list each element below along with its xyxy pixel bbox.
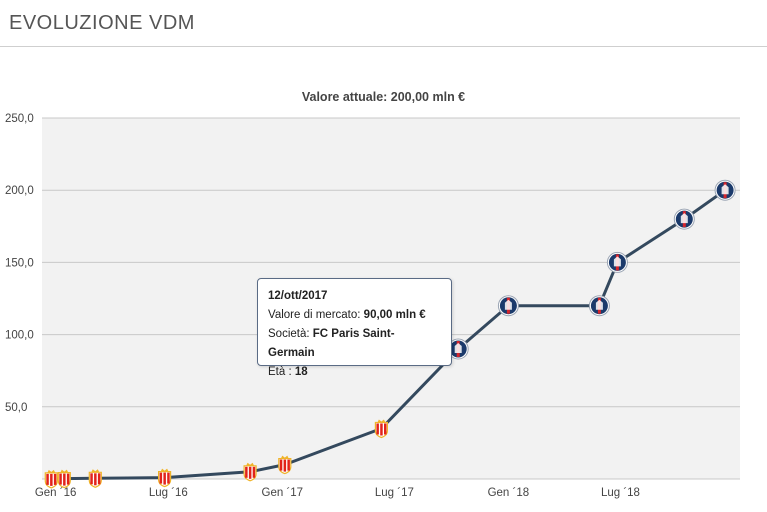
monaco-crest-icon	[243, 462, 257, 482]
psg-crest-icon	[497, 295, 519, 317]
tooltip-age: 18	[294, 366, 308, 378]
tooltip-age-label: Età :	[268, 366, 292, 378]
monaco-crest-icon	[44, 469, 58, 489]
tooltip-value-label: Valore di mercato:	[268, 309, 361, 321]
psg-crest-icon	[588, 295, 610, 317]
tooltip-value-row: Valore di mercato: 90,00 mln €	[268, 306, 441, 325]
y-tick-label: 200,0	[5, 185, 34, 197]
x-tick-label: Lug ´16	[149, 487, 188, 499]
psg-crest-icon	[714, 179, 736, 201]
y-tick-label: 50,0	[5, 402, 27, 414]
monaco-crest-icon	[57, 469, 71, 489]
monaco-crest-icon	[278, 455, 292, 475]
monaco-crest-icon	[158, 468, 172, 488]
y-tick-label: 150,0	[5, 257, 34, 269]
chart-title: Valore attuale: 200,00 mln €	[301, 90, 466, 104]
monaco-crest-icon	[374, 419, 388, 439]
y-tick-label: 100,0	[5, 330, 34, 342]
tooltip-age-row: Età : 18	[268, 363, 441, 382]
psg-crest-icon	[606, 251, 628, 273]
tooltip-club: FC Paris Saint-Germain	[268, 328, 395, 359]
x-tick-label: Lug ´17	[375, 487, 414, 499]
tooltip-value: 90,00 mln €	[363, 309, 426, 321]
y-tick-label: 250,0	[5, 113, 34, 125]
x-tick-label: Gen ´17	[262, 487, 304, 499]
page-header: EVOLUZIONE VDM	[0, 0, 767, 47]
psg-crest-icon	[447, 338, 469, 360]
tooltip-date: 12/ott/2017	[268, 290, 328, 302]
x-tick-label: Gen ´18	[488, 487, 530, 499]
tooltip-club-label: Società:	[268, 328, 310, 340]
data-tooltip: 12/ott/2017 Valore di mercato: 90,00 mln…	[257, 278, 452, 378]
x-tick-label: Lug ´18	[601, 487, 640, 499]
x-tick-label: Gen ´16	[35, 487, 77, 499]
tooltip-club-row: Società: FC Paris Saint-Germain	[268, 325, 441, 363]
psg-crest-icon	[673, 208, 695, 230]
monaco-crest-icon	[88, 469, 102, 488]
page-title: EVOLUZIONE VDM	[9, 12, 195, 34]
